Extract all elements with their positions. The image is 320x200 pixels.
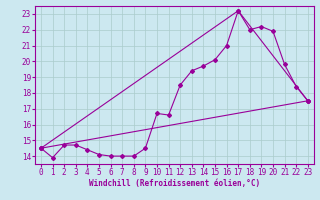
X-axis label: Windchill (Refroidissement éolien,°C): Windchill (Refroidissement éolien,°C) [89,179,260,188]
